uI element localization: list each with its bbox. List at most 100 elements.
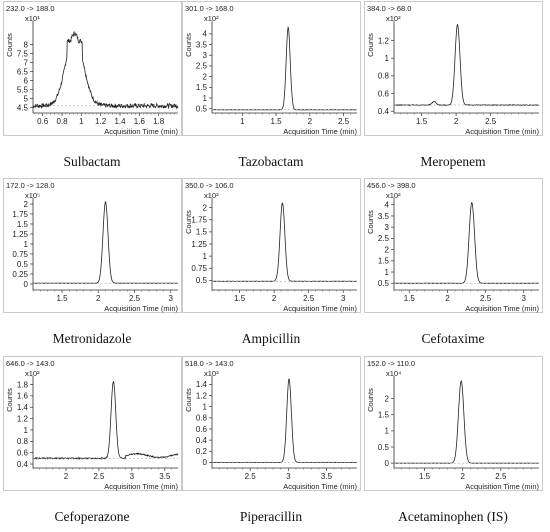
chromatogram-trace — [32, 380, 179, 461]
panel-frame — [3, 356, 182, 491]
x-tick-label: 1 — [79, 117, 84, 126]
y-tick-label: 0 — [385, 459, 390, 468]
y-tick-label: 1.6 — [17, 392, 29, 401]
x-tick-label: 3 — [286, 472, 291, 481]
y-tick-label: 1.2 — [378, 36, 390, 45]
y-tick-label: 1.8 — [17, 380, 29, 389]
panel-frame — [182, 1, 361, 136]
y-tick-label: 2 — [385, 394, 390, 403]
y-exponent-label: x10² — [204, 191, 219, 200]
y-tick-label: 3 — [385, 223, 390, 232]
panel-frame — [3, 178, 182, 313]
y-tick-label: 1.5 — [196, 228, 208, 237]
x-tick-label: 2.5 — [338, 117, 350, 126]
y-tick-label: 0.75 — [12, 250, 28, 259]
transition-title: 350.0 -> 106.0 — [185, 181, 234, 190]
y-tick-label: 1.25 — [12, 230, 28, 239]
y-tick-label: 1.5 — [196, 83, 208, 92]
y-tick-label: 0.5 — [17, 260, 29, 269]
y-tick-label: 0 — [203, 458, 208, 467]
y-tick-label: 1.5 — [378, 257, 390, 266]
x-tick-label: 2.5 — [495, 472, 507, 481]
transition-title: 152.0 -> 110.0 — [367, 359, 415, 368]
x-tick-label: 1.6 — [134, 117, 146, 126]
x-tick-label: 2.5 — [485, 117, 497, 126]
y-exponent-label: x10² — [25, 369, 40, 378]
y-tick-label: 2 — [24, 200, 29, 209]
x-axis-label: Acquisition Time (min) — [104, 304, 178, 313]
x-axis-label: Acquisition Time (min) — [104, 482, 178, 491]
y-tick-label: 1 — [203, 94, 208, 103]
chart-panel: 301.0 -> 168.0x10²Counts0.511.522.533.54… — [182, 1, 361, 169]
y-tick-label: 4 — [385, 201, 390, 210]
y-axis-label: Counts — [5, 33, 14, 57]
transition-title: 456.0 -> 398.0 — [367, 181, 416, 190]
y-tick-label: 0.6 — [378, 89, 390, 98]
panel-frame — [182, 356, 361, 491]
y-tick-label: 2 — [203, 203, 208, 212]
x-tick-label: 1.5 — [416, 117, 428, 126]
y-tick-label: 0.6 — [17, 448, 29, 457]
y-tick-label: 2 — [385, 245, 390, 254]
x-axis-label: Acquisition Time (min) — [465, 304, 539, 313]
transition-title: 301.0 -> 168.0 — [185, 4, 234, 13]
y-tick-label: 0.8 — [378, 72, 390, 81]
x-tick-label: 1.5 — [404, 294, 416, 303]
y-exponent-label: x10³ — [204, 369, 219, 378]
x-axis-label: Acquisition Time (min) — [283, 127, 357, 136]
x-axis-label: Acquisition Time (min) — [465, 127, 539, 136]
y-tick-label: 3 — [203, 51, 208, 60]
y-tick-label: 1.4 — [196, 380, 208, 389]
panel-frame — [364, 178, 543, 313]
compound-caption: Meropenem — [420, 154, 486, 169]
x-axis-label: Acquisition Time (min) — [283, 304, 357, 313]
y-tick-label: 1.75 — [191, 216, 207, 225]
y-tick-label: 4 — [203, 30, 208, 39]
x-tick-label: 2.5 — [93, 472, 105, 481]
x-tick-label: 1.8 — [153, 117, 165, 126]
y-tick-label: 2.5 — [196, 62, 208, 71]
x-tick-label: 2.5 — [129, 294, 141, 303]
transition-title: 384.0 -> 68.0 — [367, 4, 411, 13]
panel-frame — [3, 1, 182, 136]
x-tick-label: 2 — [64, 472, 69, 481]
y-tick-label: 3.5 — [378, 212, 390, 221]
y-tick-label: 0.4 — [196, 436, 208, 445]
y-tick-label: 0.75 — [191, 264, 207, 273]
y-tick-label: 0.8 — [17, 437, 29, 446]
y-tick-label: 0.8 — [196, 414, 208, 423]
chromatogram-trace — [211, 25, 358, 111]
y-exponent-label: x10² — [386, 191, 401, 200]
panel-frame — [364, 1, 543, 136]
y-exponent-label: x10² — [386, 14, 401, 23]
y-exponent-label: x10² — [204, 14, 219, 23]
x-tick-label: 2 — [454, 117, 459, 126]
x-tick-label: 1.4 — [114, 117, 126, 126]
x-tick-label: 1.5 — [419, 472, 431, 481]
y-tick-label: 5 — [24, 94, 29, 103]
x-tick-label: 2 — [96, 294, 101, 303]
y-tick-label: 5.5 — [17, 85, 29, 94]
y-axis-label: Counts — [184, 388, 193, 412]
y-tick-label: 6.5 — [17, 67, 29, 76]
chromatogram-trace — [212, 202, 358, 282]
x-tick-label: 2 — [272, 294, 277, 303]
y-tick-label: 6 — [24, 76, 29, 85]
y-tick-label: 0.2 — [196, 447, 208, 456]
chromatogram-trace — [393, 23, 540, 107]
y-tick-label: 1 — [24, 240, 29, 249]
y-tick-label: 7.5 — [17, 49, 29, 58]
x-tick-label: 3 — [130, 472, 135, 481]
compound-caption: Piperacillin — [240, 509, 302, 524]
compound-caption: Sulbactam — [64, 154, 121, 169]
transition-title: 172.0 -> 128.0 — [6, 181, 55, 190]
transition-title: 232.0 -> 188.0 — [6, 4, 55, 13]
x-tick-label: 2 — [308, 117, 313, 126]
y-tick-label: 1 — [385, 268, 390, 277]
x-axis-label: Acquisition Time (min) — [104, 127, 178, 136]
compound-caption: Acetaminophen (IS) — [398, 509, 508, 524]
y-tick-label: 3.5 — [196, 40, 208, 49]
